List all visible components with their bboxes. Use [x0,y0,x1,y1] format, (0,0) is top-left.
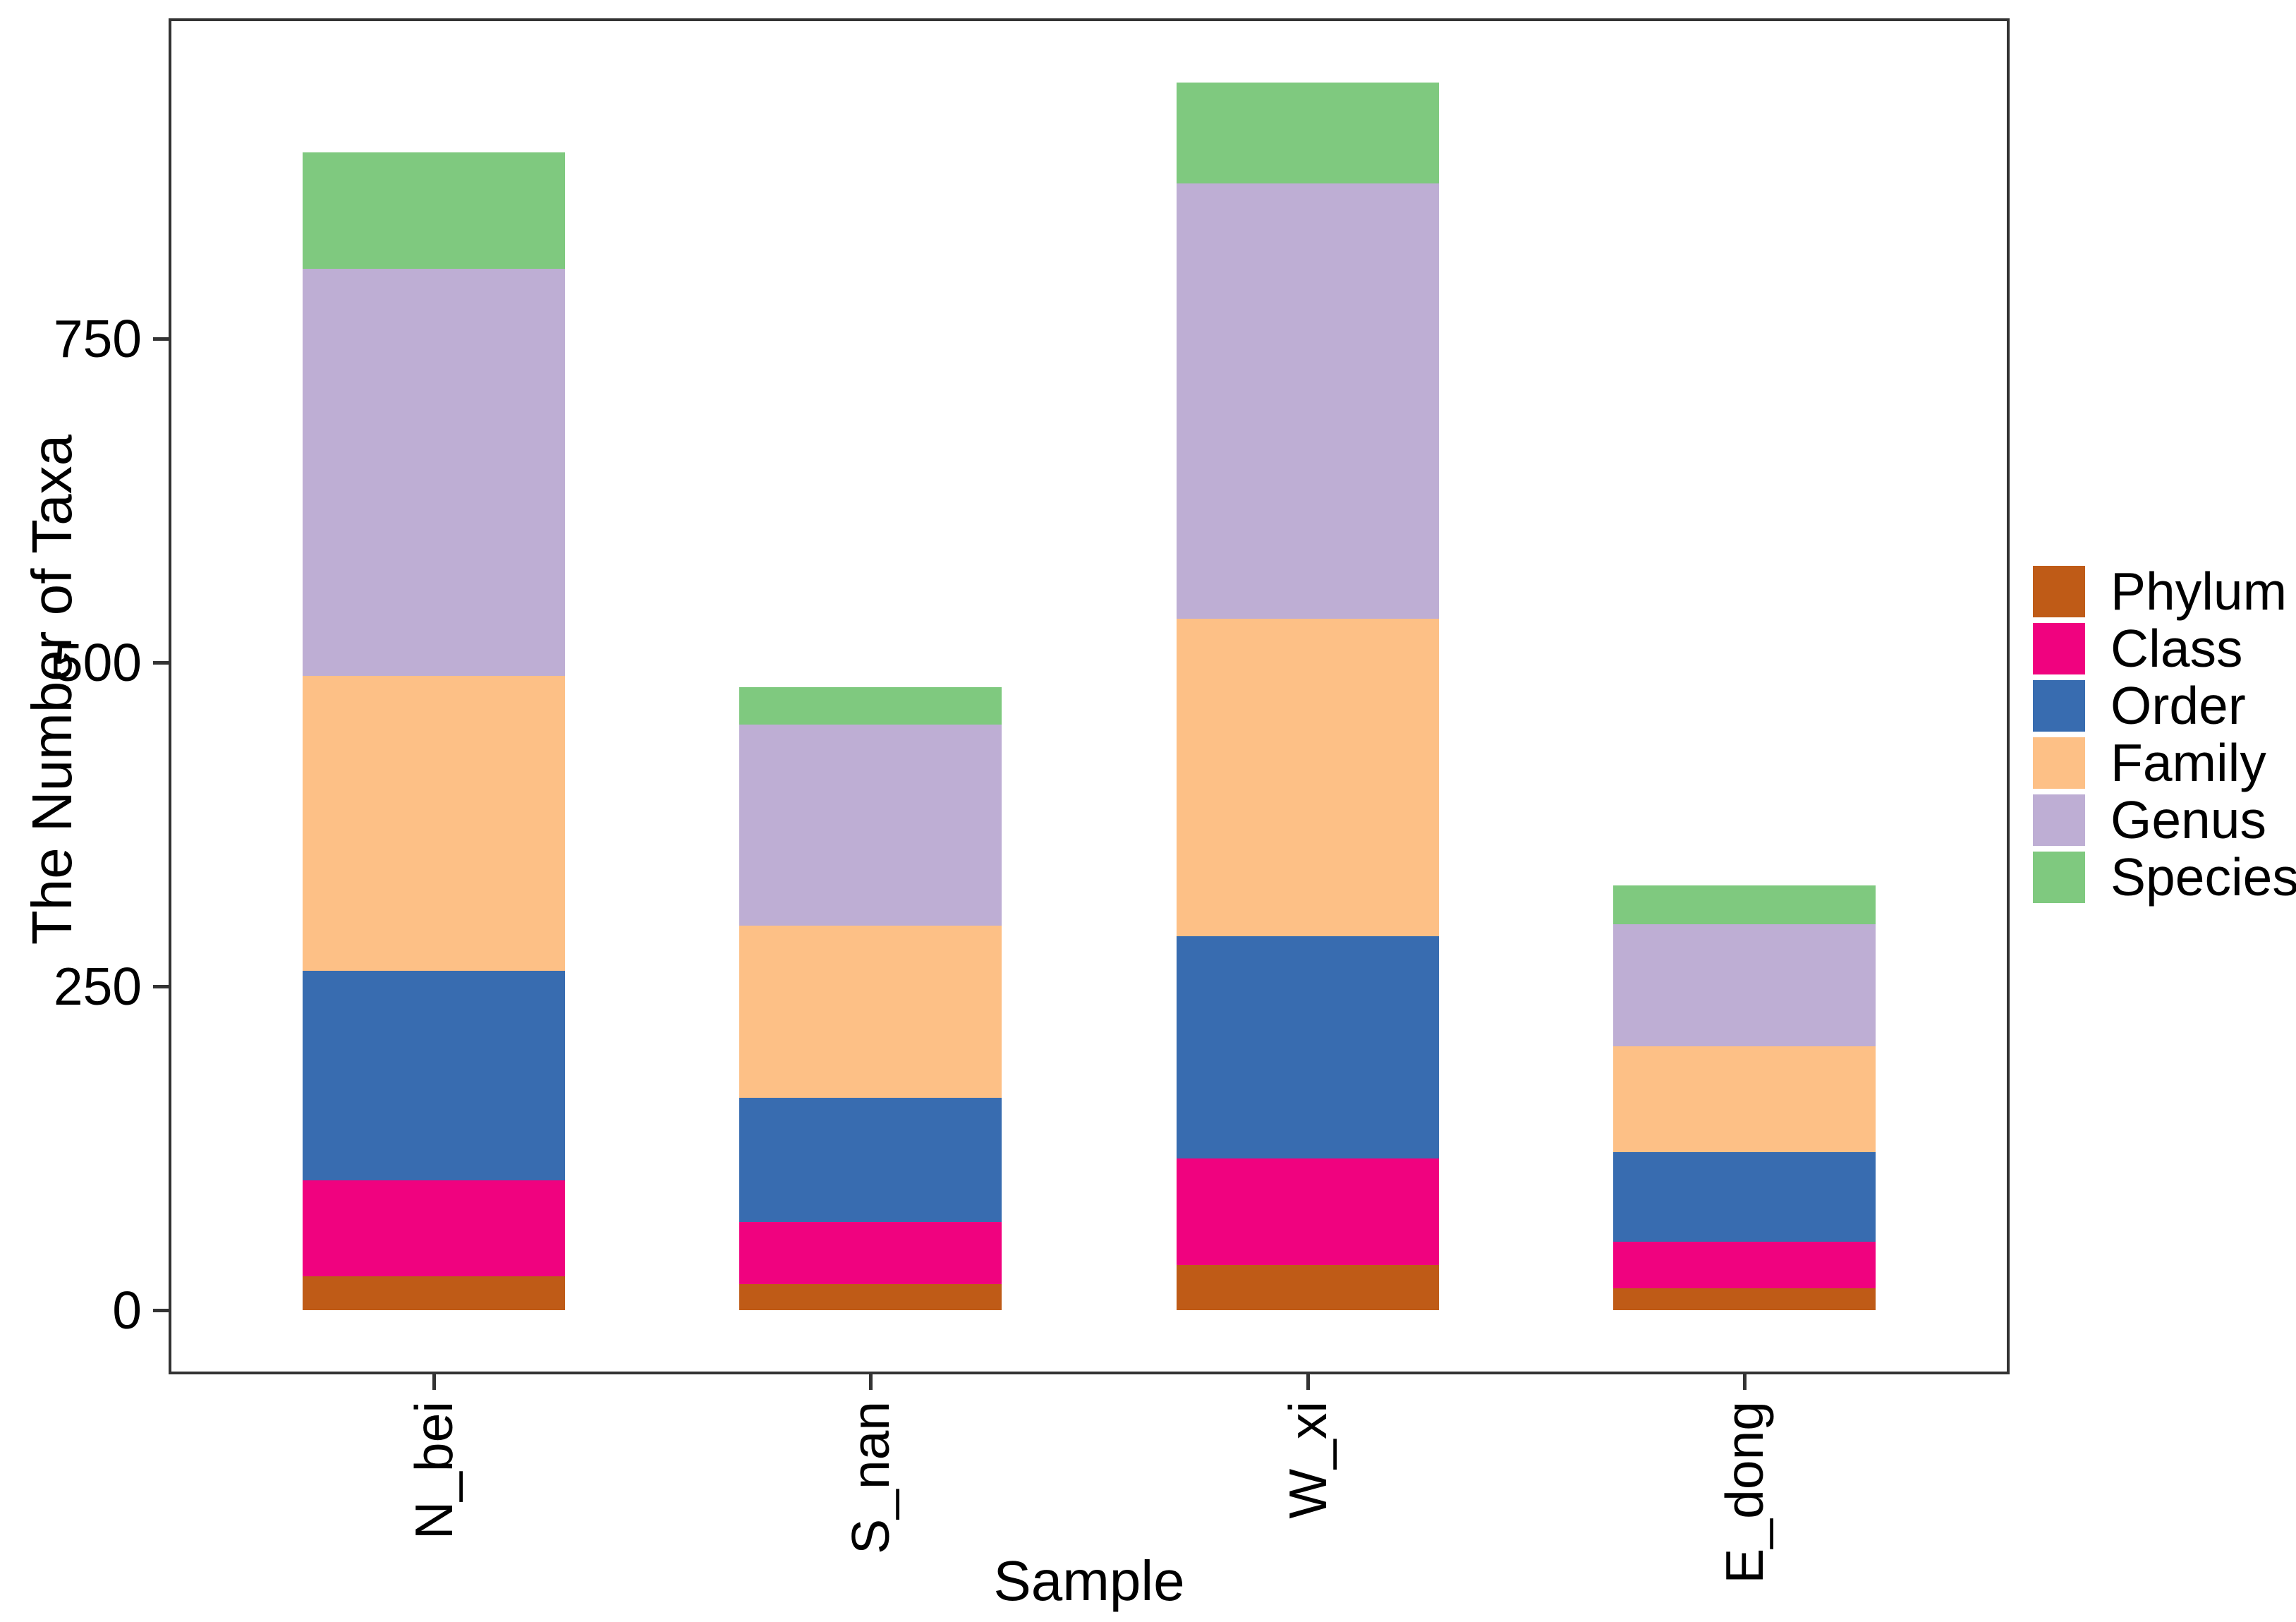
bar-E_dong-segment-class[interactable] [1613,1241,1876,1288]
legend-item-genus[interactable]: Genus [2033,790,2296,849]
bar-S_nan-segment-family[interactable] [739,925,1002,1099]
bar-S_nan-segment-order[interactable] [739,1098,1002,1223]
bar-W_xi-segment-class[interactable] [1176,1158,1439,1265]
x-tick-label-S_nan: S_nan [839,1401,902,1554]
legend-label-phylum: Phylum [2110,562,2288,621]
y-tick-mark-250 [153,984,171,988]
legend-label-species: Species [2110,847,2296,907]
legend-label-class: Class [2110,619,2243,678]
bar-N_bei-segment-order[interactable] [302,971,565,1181]
x-tick-mark-N_bei [432,1372,436,1390]
bar-N_bei-segment-family[interactable] [302,675,565,972]
legend-label-family: Family [2110,733,2266,792]
bar-E_dong-segment-species[interactable] [1613,885,1876,925]
x-tick-label-N_bei: N_bei [402,1401,466,1539]
bar-W_xi-segment-species[interactable] [1176,83,1439,184]
x-axis-title: Sample [993,1549,1185,1612]
legend-key-family [2033,737,2085,789]
y-tick-mark-750 [153,337,171,341]
x-tick-mark-E_dong [1743,1372,1747,1390]
y-tick-label-500: 500 [53,633,142,693]
x-tick-mark-W_xi [1306,1372,1310,1390]
x-tick-label-text: W_xi [1277,1401,1337,1519]
y-axis-title: The Number of Taxa [20,435,85,958]
bar-N_bei[interactable] [302,152,565,1310]
legend-key-order [2033,680,2085,732]
y-tick-mark-500 [153,660,171,665]
bar-N_bei-segment-phylum[interactable] [302,1276,565,1310]
bar-W_xi-segment-genus[interactable] [1176,183,1439,619]
y-tick-label-0: 0 [112,1281,142,1340]
legend-key-phylum [2033,566,2085,617]
bar-W_xi-segment-order[interactable] [1176,936,1439,1159]
bar-W_xi[interactable] [1176,83,1439,1310]
x-tick-label-text: S_nan [841,1401,901,1554]
legend: Phylum Class Order Family Genus Species [2033,562,2296,909]
legend-key-class [2033,623,2085,674]
bar-S_nan-segment-class[interactable] [739,1222,1002,1285]
plot-panel [171,21,2007,1372]
y-axis-title-text: The Number of Taxa [20,434,83,945]
bar-E_dong-segment-genus[interactable] [1613,924,1876,1046]
y-tick-label-250: 250 [53,957,142,1017]
bar-N_bei-segment-class[interactable] [302,1180,565,1277]
legend-item-family[interactable]: Family [2033,737,2296,789]
legend-item-phylum[interactable]: Phylum [2033,562,2296,621]
bar-W_xi-segment-phylum[interactable] [1176,1264,1439,1310]
legend-key-genus [2033,794,2085,846]
bar-W_xi-segment-family[interactable] [1176,618,1439,936]
legend-label-genus: Genus [2110,790,2266,849]
x-tick-mark-S_nan [869,1372,873,1390]
bar-E_dong-segment-phylum[interactable] [1613,1288,1876,1310]
legend-item-class[interactable]: Class [2033,619,2296,678]
bar-E_dong-segment-order[interactable] [1613,1152,1876,1242]
legend-item-order[interactable]: Order [2033,676,2296,735]
x-tick-label-W_xi: W_xi [1276,1401,1340,1519]
y-tick-mark-0 [153,1308,171,1312]
legend-item-species[interactable]: Species [2033,847,2296,907]
legend-label-order: Order [2110,676,2246,735]
bar-S_nan-segment-species[interactable] [739,687,1002,725]
bar-E_dong-segment-family[interactable] [1613,1046,1876,1153]
bar-S_nan-segment-phylum[interactable] [739,1284,1002,1310]
bar-S_nan[interactable] [739,687,1002,1310]
x-tick-label-text: N_bei [403,1401,463,1539]
bar-N_bei-segment-genus[interactable] [302,269,565,676]
legend-key-species [2033,852,2085,903]
bar-N_bei-segment-species[interactable] [302,152,565,270]
bar-E_dong[interactable] [1613,885,1876,1310]
y-tick-label-750: 750 [53,309,142,369]
bar-S_nan-segment-genus[interactable] [739,725,1002,926]
